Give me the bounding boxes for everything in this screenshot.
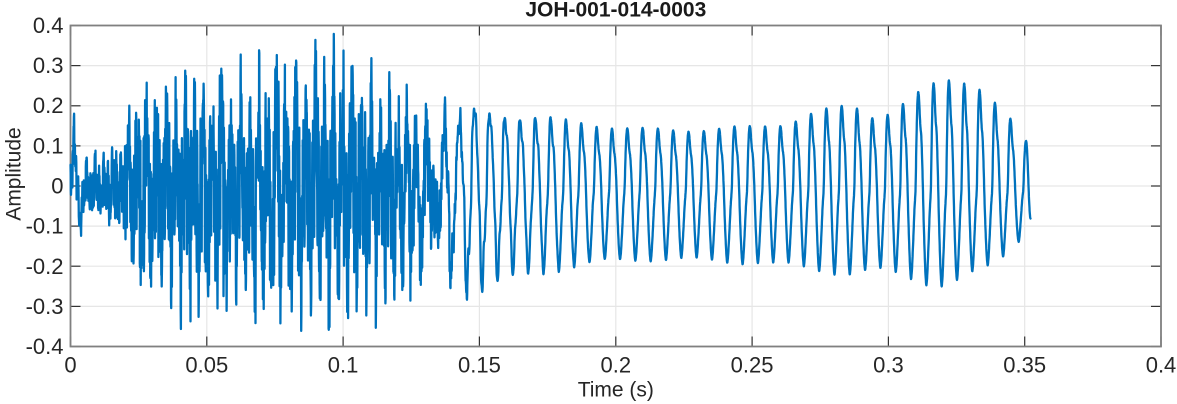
svg-text:0.3: 0.3	[33, 53, 64, 78]
svg-text:-0.2: -0.2	[26, 254, 64, 279]
svg-text:-0.1: -0.1	[26, 214, 64, 239]
svg-text:-0.4: -0.4	[26, 334, 64, 359]
svg-text:0.25: 0.25	[731, 352, 774, 377]
svg-text:0: 0	[51, 174, 63, 199]
svg-text:0.2: 0.2	[33, 93, 64, 118]
svg-text:Amplitude: Amplitude	[3, 127, 26, 220]
svg-text:Time (s): Time (s)	[578, 379, 654, 402]
svg-text:0.2: 0.2	[601, 352, 632, 377]
svg-text:0.4: 0.4	[33, 13, 64, 38]
svg-text:JOH-001-014-0003: JOH-001-014-0003	[525, 0, 706, 22]
svg-text:-0.3: -0.3	[26, 294, 64, 319]
svg-text:0.1: 0.1	[328, 352, 359, 377]
svg-text:0.15: 0.15	[458, 352, 501, 377]
svg-text:0: 0	[64, 352, 76, 377]
svg-text:0.05: 0.05	[185, 352, 228, 377]
svg-text:0.3: 0.3	[873, 352, 904, 377]
svg-text:0.35: 0.35	[1003, 352, 1046, 377]
svg-text:0.1: 0.1	[33, 133, 64, 158]
svg-text:0.4: 0.4	[1146, 352, 1177, 377]
